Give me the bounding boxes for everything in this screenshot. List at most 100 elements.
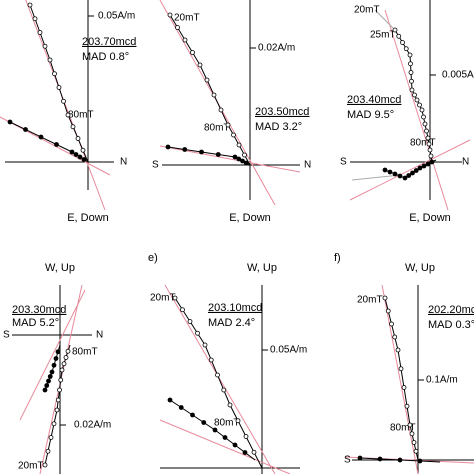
demag-point: [218, 107, 224, 113]
label: N: [304, 160, 311, 171]
demag-point: [190, 50, 195, 55]
demag-point: [427, 147, 433, 153]
label: 20mT: [174, 13, 200, 24]
demag-point: [387, 169, 393, 175]
demag-point: [428, 153, 434, 159]
demag-point: [182, 147, 188, 152]
demag-point: [385, 308, 391, 314]
label: W, Up: [247, 262, 277, 274]
demag-point: [199, 149, 204, 155]
demag-point: [421, 114, 426, 120]
demag-point: [401, 385, 407, 390]
demag-point: [69, 149, 75, 155]
demag-point: [38, 134, 44, 140]
demag-point: [231, 132, 236, 138]
demag-point: [187, 319, 193, 324]
demag-point: [204, 77, 210, 83]
demag-point: [54, 407, 60, 413]
demag-point: [215, 152, 221, 157]
demag-point: [195, 330, 200, 336]
label: MAD 9.5°: [347, 109, 394, 121]
label: 0.05A/m: [98, 11, 135, 22]
label: MAD 2.4°: [208, 317, 255, 329]
demag-point: [235, 418, 241, 424]
demag-point: [202, 342, 208, 348]
demag-point: [426, 141, 432, 147]
label: 203.30mcd: [12, 304, 66, 316]
demag-point: [75, 136, 81, 141]
demag-point: [221, 387, 227, 393]
label: 80mT: [410, 138, 436, 149]
demag-point: [42, 43, 48, 49]
demag-point: [190, 412, 195, 418]
demag-point: [392, 171, 398, 177]
label: f): [334, 252, 341, 264]
demag-point: [402, 175, 408, 181]
demag-point: [23, 127, 28, 132]
label: 0.02A/m: [258, 43, 295, 54]
demag-point: [167, 397, 173, 403]
demag-point: [357, 455, 363, 461]
demag-point: [392, 27, 398, 33]
demag-point: [47, 374, 53, 379]
demag-point: [37, 30, 43, 35]
demag-point: [61, 361, 67, 367]
demag-point: [63, 355, 69, 360]
demag-point: [61, 98, 66, 104]
demag-point: [225, 122, 231, 128]
demag-point: [414, 97, 420, 103]
label: 0.05A/m: [270, 345, 307, 356]
demag-point: [240, 158, 245, 164]
label: 203.10mcd: [208, 302, 262, 314]
demag-point: [197, 62, 203, 68]
demag-point: [211, 92, 217, 98]
demag-point: [382, 167, 388, 173]
demag-point: [58, 377, 64, 383]
demag-point: [44, 383, 50, 388]
demag-point: [227, 402, 233, 408]
label: 202.20mcd: [428, 304, 474, 316]
demag-point: [382, 295, 388, 301]
label: 0.1A/m: [426, 375, 458, 386]
demag-point: [53, 356, 59, 361]
demag-point: [409, 87, 415, 93]
demag-point: [201, 420, 207, 425]
demag-point: [417, 165, 423, 171]
demag-point: [413, 448, 419, 454]
demag-point: [242, 152, 247, 158]
demag-point: [167, 12, 173, 18]
demag-point: [406, 173, 412, 178]
demag-point: [417, 458, 423, 464]
demag-point: [400, 40, 405, 45]
demag-point: [232, 154, 238, 160]
demag-point: [236, 142, 242, 148]
demag-point: [413, 168, 419, 173]
demag-point: [243, 434, 249, 439]
demag-point: [409, 431, 415, 437]
demag-point: [172, 295, 178, 301]
demag-point: [57, 387, 62, 393]
label: 0.02A/m: [74, 420, 111, 431]
label: S: [340, 157, 347, 168]
demag-point: [27, 2, 33, 8]
demag-point: [407, 52, 413, 58]
label: 20mT: [354, 5, 380, 16]
demag-point: [407, 422, 413, 428]
demag-point: [242, 450, 248, 455]
label: MAD 0.8°: [82, 51, 129, 63]
demag-point: [410, 170, 415, 176]
demag-point: [59, 367, 65, 373]
demag-point: [73, 152, 79, 157]
label: 80mT: [72, 347, 98, 358]
label: MAD 3.2°: [255, 121, 302, 133]
demag-point: [175, 25, 180, 30]
demag-point: [251, 449, 257, 455]
demag-point: [65, 112, 71, 118]
label: 80mT: [214, 418, 240, 429]
label: E, Down: [409, 212, 451, 224]
demag-point: [232, 442, 238, 448]
demag-point: [208, 357, 214, 363]
demag-point: [54, 142, 59, 147]
demag-point: [182, 37, 188, 43]
